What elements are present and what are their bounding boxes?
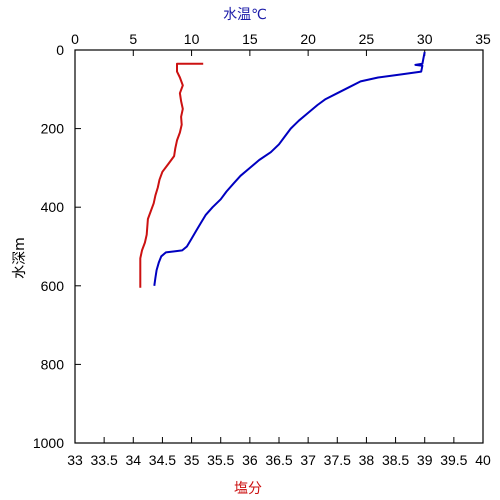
- top-axis-tick-label: 20: [300, 31, 316, 47]
- bottom-axis-tick-label: 34.5: [149, 452, 176, 468]
- top-axis-tick-label: 35: [475, 31, 491, 47]
- bottom-axis-tick-label: 39.5: [440, 452, 467, 468]
- bottom-axis-tick-label: 33: [67, 452, 83, 468]
- y-axis-tick-label: 400: [41, 199, 65, 215]
- series-layer: [139, 51, 426, 288]
- bottom-axis-tick-label: 38: [359, 452, 375, 468]
- top-axis-tick-label: 25: [359, 31, 375, 47]
- labels-layer: 水温℃ 塩分 水深m: [12, 7, 267, 497]
- y-axis-tick-label: 200: [41, 121, 65, 137]
- bottom-axis-tick-label: 35.5: [207, 452, 234, 468]
- bottom-axis-tick-label: 40: [475, 452, 491, 468]
- bottom-axis-tick-label: 38.5: [382, 452, 409, 468]
- bottom-axis-tick-label: 35: [184, 452, 200, 468]
- temperature-profile-line: [153, 51, 426, 286]
- bottom-axis-tick-label: 36.5: [265, 452, 292, 468]
- bottom-axis-tick-label: 37: [300, 452, 316, 468]
- top-axis-tick-label: 0: [71, 31, 79, 47]
- bottom-axis-tick-label: 36: [242, 452, 258, 468]
- bottom-axis-tick-label: 39: [417, 452, 433, 468]
- y-axis-title: 水深m: [12, 237, 28, 279]
- bottom-axis-tick-label: 34: [125, 452, 141, 468]
- bottom-axis-tick-label: 33.5: [91, 452, 118, 468]
- salinity-profile-line: [139, 62, 204, 288]
- top-axis-tick-label: 30: [417, 31, 433, 47]
- y-axis-tick-label: 600: [41, 278, 65, 294]
- top-axis-tick-label: 5: [129, 31, 137, 47]
- y-axis-tick-label: 800: [41, 356, 65, 372]
- top-axis-title: 水温℃: [223, 7, 267, 23]
- bottom-axis-tick-label: 37.5: [324, 452, 351, 468]
- bottom-axis-title: 塩分: [234, 481, 262, 497]
- plot-frame: [74, 49, 484, 444]
- y-axis-tick-label: 0: [56, 42, 64, 58]
- top-axis-tick-label: 10: [184, 31, 200, 47]
- y-axis-tick-label: 1000: [33, 435, 64, 451]
- axes-layer: 0 5 10 15 20 25 30 35 33 33.5 34 34.5 35 35.5 36 36.5 37…: [33, 31, 491, 468]
- top-axis-tick-label: 15: [242, 31, 258, 47]
